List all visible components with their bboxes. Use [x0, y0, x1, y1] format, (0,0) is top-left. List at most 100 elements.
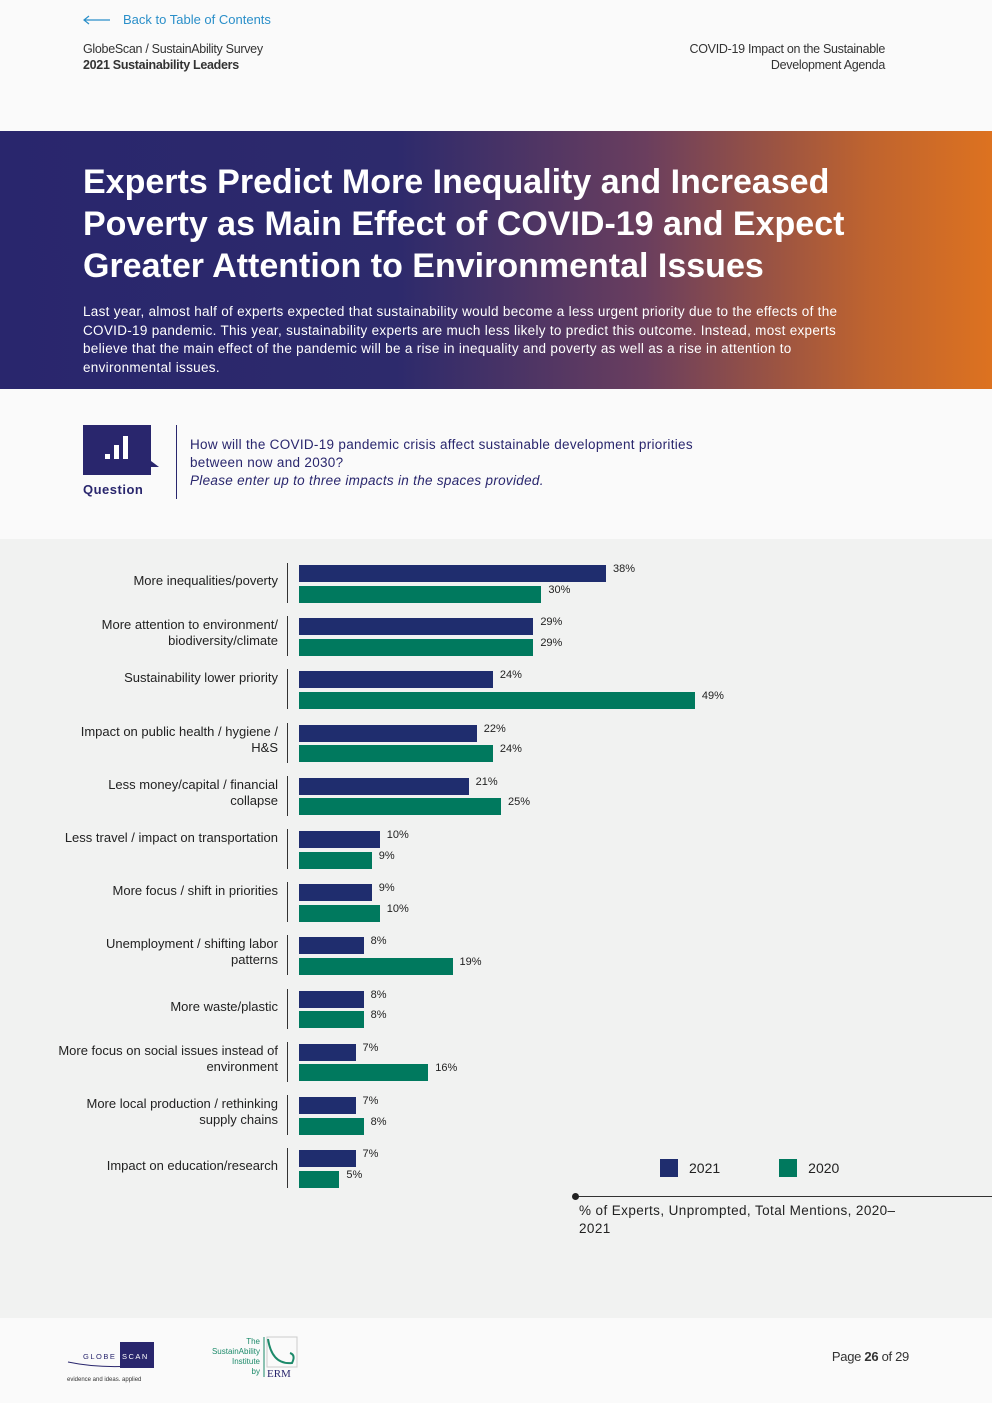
data-label-2021: 7%: [362, 1148, 379, 1161]
svg-text:The: The: [246, 1337, 260, 1346]
question-text: How will the COVID-19 pandemic crisis af…: [190, 436, 710, 490]
bar-2020: [299, 798, 501, 816]
bar-2020: [299, 904, 380, 922]
data-label-2021: 21%: [475, 775, 498, 788]
category-divider: [287, 775, 288, 816]
category-label: Sustainability lower priority: [124, 670, 278, 686]
bar-2020: [299, 1064, 429, 1082]
category-label: More focus on social issues instead of e…: [58, 1042, 278, 1074]
legend-swatch-2020: [779, 1159, 798, 1177]
legend-label-2021: 2021: [689, 1160, 721, 1176]
category-label: Unemployment / shifting labor patterns: [106, 936, 278, 968]
chart-area: [0, 539, 992, 1318]
page-total: of 29: [881, 1349, 910, 1364]
category-label: More focus / shift in priorities: [112, 883, 278, 899]
title-banner: Experts Predict More Inequality and Incr…: [0, 131, 992, 389]
category-divider: [287, 882, 288, 923]
section-title-line1: COVID-19 Impact on the Sustainable: [689, 42, 886, 56]
bar-2020: [299, 585, 542, 603]
data-label-2020: 9%: [378, 849, 395, 862]
bar-2021: [299, 1097, 356, 1114]
data-label-2020: 24%: [499, 743, 522, 756]
svg-text:ERM: ERM: [267, 1368, 291, 1380]
back-to-contents-link[interactable]: Back to Table of Contents: [83, 12, 271, 27]
question-label: Question: [83, 482, 144, 497]
data-label-2021: 22%: [483, 722, 506, 735]
bar-2021: [299, 1043, 356, 1061]
question-instruction: Please enter up to three impacts in the …: [190, 473, 544, 488]
svg-text:Institute: Institute: [232, 1357, 261, 1366]
data-label-2021: 29%: [540, 616, 563, 629]
bar-2021: [299, 618, 534, 636]
bar-2020: [299, 957, 453, 975]
bar-2020: [299, 745, 493, 763]
arrow-left-icon: [83, 15, 110, 24]
note-dot: [572, 1193, 579, 1200]
category-divider: [287, 988, 288, 1029]
page-prefix: Page: [831, 1349, 862, 1364]
data-label-2020: 8%: [370, 1009, 387, 1022]
header-left: GlobeScan / SustainAbility Survey 2021 S…: [83, 41, 263, 73]
data-label-2020: 30%: [548, 583, 571, 596]
globescan-logo: GLOBE SCAN evidence and ideas. applied: [66, 1340, 156, 1390]
bar-2021: [299, 884, 372, 902]
category-divider: [287, 1095, 288, 1135]
header-right: COVID-19 Impact on the Sustainable Devel…: [689, 41, 886, 73]
category-divider: [287, 563, 288, 603]
report-name: 2021 Sustainability Leaders: [83, 58, 239, 72]
data-label-2020: 10%: [386, 902, 409, 915]
back-link-label: Back to Table of Contents: [123, 12, 271, 27]
bar-2020: [299, 1011, 364, 1029]
data-label-2020: 16%: [435, 1062, 458, 1075]
divider: [176, 425, 177, 499]
data-label-2020: 25%: [508, 796, 531, 809]
category-divider: [287, 722, 288, 763]
sustainability-institute-logo: The SustainAbility Institute by ERM: [200, 1335, 300, 1385]
category-label: Impact on public health / hygiene / H&S: [80, 723, 278, 755]
svg-text:by: by: [252, 1367, 260, 1376]
category-divider: [287, 935, 288, 976]
data-label-2020: 19%: [459, 955, 482, 968]
data-label-2020: 29%: [540, 636, 563, 649]
chart-note: % of Experts, Unprompted, Total Mentions…: [579, 1203, 896, 1236]
category-divider: [287, 669, 288, 710]
data-label-2021: 8%: [370, 935, 387, 948]
category-label: Less travel / impact on transportation: [64, 830, 278, 845]
category-label: Less money/capital / financial collapse: [108, 776, 278, 808]
category-label: More waste/plastic: [170, 998, 278, 1014]
bar-2021: [299, 777, 469, 795]
svg-text:evidence and ideas. applied: evidence and ideas. applied: [67, 1377, 141, 1383]
note-rule: [575, 1196, 992, 1197]
category-divider: [287, 616, 288, 657]
svg-text:SustainAbility: SustainAbility: [212, 1347, 260, 1356]
bar-chart-icon: [83, 425, 159, 475]
bar-2020: [299, 1117, 364, 1135]
survey-name: GlobeScan / SustainAbility Survey: [83, 42, 263, 56]
bar-2021: [299, 724, 477, 742]
data-label-2021: 9%: [378, 882, 395, 895]
category-label: More local production / rethinking suppl…: [86, 1096, 279, 1127]
data-label-2021: 10%: [386, 829, 409, 841]
data-label-2021: 8%: [370, 988, 387, 1001]
bar-2020: [299, 851, 372, 869]
intro-text: Last year, almost half of experts expect…: [83, 304, 838, 375]
legend-label-2020: 2020: [808, 1160, 840, 1176]
bar-2021: [299, 831, 380, 848]
data-label-2020: 8%: [370, 1115, 387, 1128]
category-divider: [287, 1148, 288, 1189]
bar-2020: [299, 1170, 340, 1188]
data-label-2021: 38%: [613, 563, 636, 575]
legend-swatch-2021: [660, 1159, 678, 1177]
svg-text:GLOBE: GLOBE: [83, 1352, 116, 1361]
bar-2021: [299, 937, 364, 955]
legend: 2021 2020: [660, 1159, 839, 1177]
page-number: Page 26 of 29: [832, 1349, 909, 1364]
page-title: Experts Predict More Inequality and Incr…: [83, 163, 845, 285]
bar-2020: [299, 638, 534, 656]
bar-2021: [299, 990, 364, 1008]
svg-text:SCAN: SCAN: [122, 1352, 149, 1361]
data-label-2020: 49%: [701, 689, 724, 702]
data-label-2021: 7%: [362, 1095, 379, 1107]
question-body: How will the COVID-19 pandemic crisis af…: [190, 437, 693, 470]
bar-2021: [299, 565, 607, 582]
